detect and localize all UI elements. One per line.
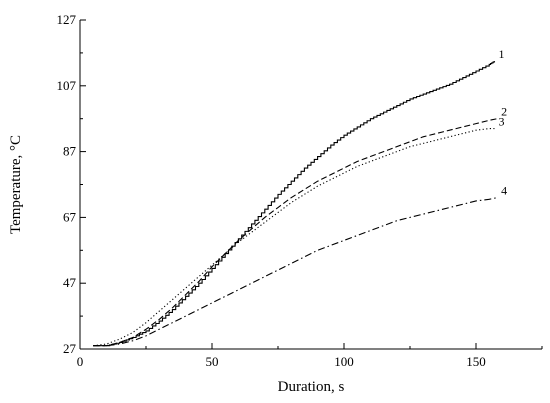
series-layer: 1 23 4 (93, 47, 507, 347)
series-4-label: 4 (501, 184, 507, 198)
series-2-line (93, 118, 498, 347)
y-tick-label: 127 (57, 12, 77, 27)
series-4-line (93, 197, 498, 347)
series-3-line (93, 128, 495, 347)
y-tick-label: 107 (57, 78, 77, 93)
series-1-line (93, 61, 496, 347)
axes: 0 50 100 150 27 47 67 87 107 127 (57, 12, 543, 369)
y-tick-label: 27 (63, 341, 77, 356)
series-3-label: 3 (498, 115, 504, 129)
y-tick-label: 67 (63, 209, 77, 224)
y-tick-label: 87 (63, 144, 77, 159)
y-tick-label: 47 (63, 275, 77, 290)
x-tick-label: 50 (206, 354, 219, 369)
x-tick-label: 0 (77, 354, 84, 369)
series-1-label: 1 (498, 47, 504, 61)
series-2-label: 2 (501, 105, 507, 119)
x-tick-label: 150 (466, 354, 486, 369)
y-axis-title: Temperature, °C (8, 135, 24, 234)
x-axis-title: Duration, s (278, 379, 345, 395)
x-tick-label: 100 (334, 354, 354, 369)
